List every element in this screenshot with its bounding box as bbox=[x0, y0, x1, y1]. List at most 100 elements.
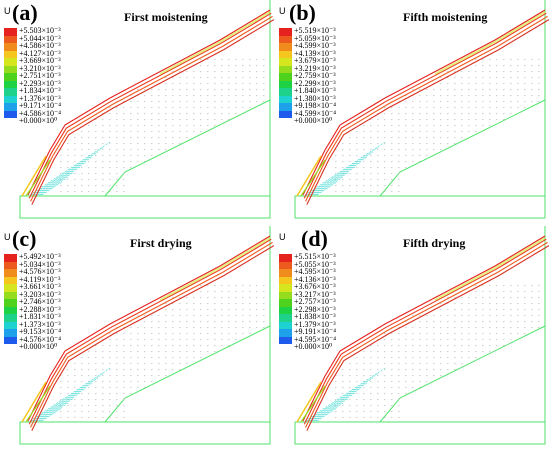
displacement-band bbox=[303, 12, 547, 199]
displacement-vector bbox=[432, 106, 435, 109]
displacement-vector bbox=[481, 64, 484, 67]
displacement-vector bbox=[474, 82, 477, 85]
displacement-vector bbox=[192, 130, 195, 133]
displacement-vector bbox=[80, 404, 83, 407]
displacement-vector bbox=[87, 404, 90, 407]
displacement-vector bbox=[164, 314, 167, 317]
displacement-vector bbox=[411, 142, 414, 145]
displacement-vector bbox=[425, 142, 428, 145]
displacement-vector bbox=[446, 308, 449, 311]
legend-swatch bbox=[279, 254, 292, 262]
displacement-vector bbox=[94, 190, 97, 193]
displacement-vector bbox=[383, 362, 386, 365]
displacement-vector bbox=[87, 398, 90, 401]
displacement-vector bbox=[143, 386, 146, 389]
displacement-vector bbox=[432, 338, 435, 341]
displacement-vector bbox=[488, 70, 491, 73]
model-geometry bbox=[294, 0, 550, 219]
displacement-vector bbox=[122, 350, 125, 353]
displacement-vector bbox=[143, 338, 146, 341]
displacement-vector bbox=[383, 148, 386, 151]
legend-swatch bbox=[4, 299, 17, 307]
displacement-vector bbox=[453, 326, 456, 329]
displacement-vector bbox=[404, 136, 407, 139]
displacement-vector bbox=[136, 124, 139, 127]
displacement-vector bbox=[87, 368, 90, 371]
displacement-vector bbox=[185, 136, 188, 139]
displacement-vector bbox=[108, 368, 111, 371]
legend-swatch bbox=[279, 58, 292, 66]
displacement-vector bbox=[369, 386, 372, 389]
displacement-vector bbox=[185, 320, 188, 323]
displacement-vector bbox=[376, 416, 379, 419]
displacement-vector bbox=[178, 332, 181, 335]
displacement-vector bbox=[178, 362, 181, 365]
displacement-vector bbox=[227, 320, 230, 323]
displacement-vector bbox=[439, 130, 442, 133]
displacement-vector bbox=[178, 326, 181, 329]
displacement-vector bbox=[530, 82, 533, 85]
displacement-vector bbox=[185, 296, 188, 299]
displacement-vector bbox=[241, 82, 244, 85]
displacement-vector bbox=[157, 314, 160, 317]
displacement-vector bbox=[432, 94, 435, 97]
displacement-vector bbox=[474, 350, 477, 353]
displacement-vector bbox=[446, 100, 449, 103]
displacement-vector bbox=[425, 130, 428, 133]
displacement-vector bbox=[467, 338, 470, 341]
displacement-vector bbox=[255, 100, 258, 103]
displacement-vector bbox=[234, 326, 237, 329]
displacement-vector bbox=[66, 148, 69, 151]
displacement-vector bbox=[157, 130, 160, 133]
displacement-vector bbox=[537, 284, 540, 287]
displacement-vector bbox=[495, 100, 498, 103]
displacement-vector bbox=[425, 124, 428, 127]
displacement-band bbox=[306, 19, 550, 205]
displacement-vector bbox=[241, 290, 244, 293]
displacement-vector bbox=[171, 142, 174, 145]
displacement-vector bbox=[206, 118, 209, 121]
displacement-vector bbox=[171, 356, 174, 359]
displacement-vector bbox=[488, 88, 491, 91]
displacement-band bbox=[305, 15, 548, 202]
displacement-vector bbox=[262, 82, 265, 85]
displacement-vector bbox=[80, 142, 83, 145]
legend-swatch bbox=[4, 58, 17, 66]
displacement-vector bbox=[185, 70, 188, 73]
displacement-vector bbox=[94, 356, 97, 359]
displacement-vector bbox=[488, 124, 491, 127]
displacement-vector bbox=[73, 380, 76, 383]
displacement-vector bbox=[171, 70, 174, 73]
displacement-vector bbox=[362, 356, 365, 359]
displacement-vector bbox=[220, 296, 223, 299]
displacement-vector bbox=[304, 141, 386, 196]
displacement-vector bbox=[383, 118, 386, 121]
displacement-vector bbox=[516, 308, 519, 311]
displacement-vector bbox=[341, 410, 344, 413]
displacement-vector bbox=[460, 302, 463, 305]
displacement-vector bbox=[355, 392, 358, 395]
displacement-vector bbox=[418, 320, 421, 323]
displacement-vector bbox=[341, 380, 344, 383]
displacement-vector bbox=[404, 326, 407, 329]
displacement-vector bbox=[192, 338, 195, 341]
displacement-vector bbox=[227, 118, 230, 121]
displacement-vector bbox=[115, 118, 118, 121]
displacement-vector bbox=[220, 106, 223, 109]
displacement-vector bbox=[143, 374, 146, 377]
displacement-vector bbox=[115, 142, 118, 145]
displacement-vector bbox=[143, 320, 146, 323]
displacement-vector bbox=[411, 106, 414, 109]
displacement-vector bbox=[397, 350, 400, 353]
displacement-vector bbox=[369, 184, 372, 187]
displacement-vector bbox=[115, 362, 118, 365]
displacement-vector bbox=[516, 64, 519, 67]
displacement-vector bbox=[87, 178, 90, 181]
displacement-vector bbox=[439, 302, 442, 305]
displacement-vector bbox=[178, 136, 181, 139]
legend-label: +1.838×10⁻³ bbox=[294, 312, 336, 321]
displacement-vector bbox=[143, 148, 146, 151]
displacement-vector bbox=[411, 160, 414, 163]
displacement-vector bbox=[334, 380, 337, 383]
displacement-vector bbox=[94, 166, 97, 169]
